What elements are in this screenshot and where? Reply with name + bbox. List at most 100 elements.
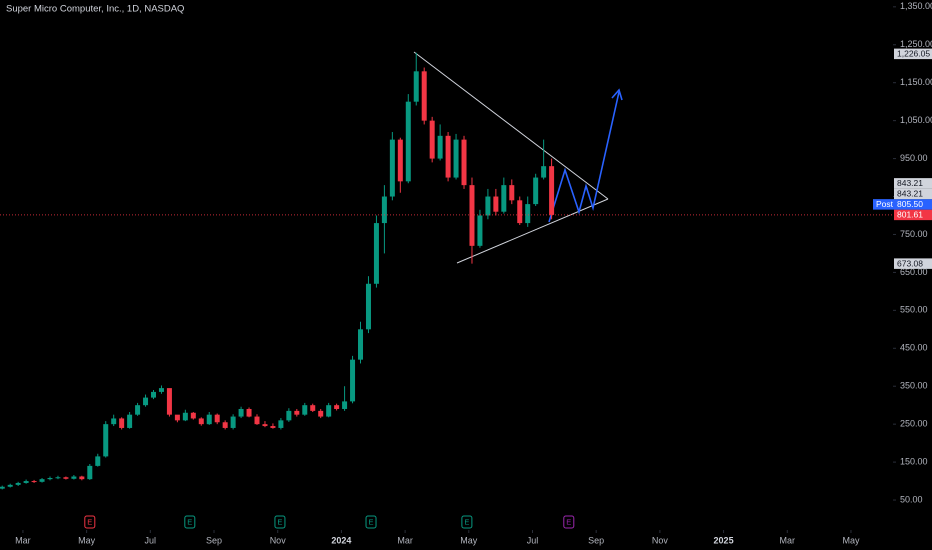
candle-body xyxy=(127,414,133,428)
y-tick-label: 1,250.00 xyxy=(900,39,932,49)
candle-body xyxy=(469,185,475,246)
y-tick-label: 1,050.00 xyxy=(900,115,932,125)
earnings-marker xyxy=(84,515,96,529)
candle-body xyxy=(461,139,467,186)
candle-body xyxy=(135,405,141,415)
candle-body xyxy=(222,422,228,428)
candle-body xyxy=(246,408,252,417)
x-tick-label: May xyxy=(78,535,96,545)
price-tag xyxy=(894,178,932,189)
candle-body xyxy=(158,388,164,392)
price-tag xyxy=(894,48,932,60)
candle-body xyxy=(278,420,284,428)
candle-body xyxy=(525,204,531,224)
candle-body xyxy=(23,481,29,483)
candle-body xyxy=(39,479,45,482)
earnings-marker xyxy=(461,515,473,529)
candle-body xyxy=(63,477,69,479)
candle-body xyxy=(31,481,37,483)
candle-body xyxy=(182,412,188,421)
y-tick-label: 350.00 xyxy=(900,381,928,391)
x-tick-label: Mar xyxy=(15,535,31,545)
candle-body xyxy=(493,196,499,212)
candle-body xyxy=(111,418,117,425)
y-tick-label: 750.00 xyxy=(900,229,928,239)
candle-body xyxy=(541,166,547,178)
candle-body xyxy=(445,135,451,178)
price-tag-label: 1,226.05 xyxy=(897,49,930,59)
y-tick-label: 1,350.00 xyxy=(900,1,932,11)
candle-body xyxy=(119,418,125,428)
candle-body xyxy=(533,177,539,205)
candle-body xyxy=(262,424,268,427)
candle-body xyxy=(286,410,292,421)
candle-body xyxy=(413,71,419,102)
earnings-marker xyxy=(184,515,196,529)
candle-body xyxy=(517,200,523,224)
price-tag-prefix: Post xyxy=(876,199,894,209)
candle-body xyxy=(174,414,180,421)
x-tick-label: Jul xyxy=(527,535,539,545)
x-tick-label: Sep xyxy=(206,535,222,545)
candle-body xyxy=(79,476,85,480)
x-tick-label: Mar xyxy=(397,535,413,545)
candle-body xyxy=(477,215,483,246)
projection-arrowhead xyxy=(611,88,623,101)
y-tick-label: 150.00 xyxy=(900,456,928,466)
x-tick-label: Jul xyxy=(145,535,157,545)
candle-body xyxy=(0,486,5,489)
x-tick-label: May xyxy=(842,535,860,545)
x-tick-label: Sep xyxy=(588,535,604,545)
price-tag xyxy=(894,258,932,269)
price-tag xyxy=(894,209,932,221)
y-tick-label: 950.00 xyxy=(900,153,928,163)
candle-body xyxy=(294,410,300,415)
candle-body xyxy=(47,478,53,480)
candle-body xyxy=(95,456,101,466)
candle-body xyxy=(437,135,443,159)
x-tick-label: May xyxy=(460,535,478,545)
candle-body xyxy=(151,391,157,398)
x-tick-label: 2025 xyxy=(714,535,734,545)
candle-body xyxy=(71,476,77,479)
candle-body xyxy=(429,120,435,159)
candle-body xyxy=(501,185,507,212)
candle-body xyxy=(365,283,371,330)
earnings-label: E xyxy=(464,517,469,526)
earnings-label: E xyxy=(369,517,374,526)
candle-body xyxy=(15,482,21,485)
projection-path xyxy=(548,91,620,223)
candle-body xyxy=(405,101,411,182)
candle-body xyxy=(350,359,356,402)
candle-body xyxy=(254,416,260,425)
price-tag-label: 805.50 xyxy=(897,199,923,209)
candle-body xyxy=(238,408,244,417)
candle-body xyxy=(421,71,427,121)
trendline-upper xyxy=(413,51,609,200)
candle-body xyxy=(87,465,93,480)
trendline-lower xyxy=(456,198,609,264)
earnings-marker xyxy=(365,515,377,529)
x-tick-label: Nov xyxy=(652,535,669,545)
candle-body xyxy=(143,397,149,406)
earnings-label: E xyxy=(187,517,192,526)
price-tag-label: 843.21 xyxy=(897,178,923,188)
price-tag-label: 801.61 xyxy=(897,210,923,220)
candle-body xyxy=(485,196,491,216)
price-tag-prefix-box xyxy=(873,199,894,210)
price-tag-label: 843.21 xyxy=(897,189,923,199)
candle-body xyxy=(389,139,395,197)
earnings-label: E xyxy=(87,517,92,526)
candle-body xyxy=(302,405,308,415)
candle-body xyxy=(7,484,13,487)
candle-body xyxy=(270,426,276,428)
candles xyxy=(0,52,555,490)
candle-body xyxy=(334,405,340,409)
candle-body xyxy=(206,414,212,425)
candle-body xyxy=(318,410,324,417)
price-tag xyxy=(894,199,932,210)
candle-body xyxy=(509,185,515,201)
